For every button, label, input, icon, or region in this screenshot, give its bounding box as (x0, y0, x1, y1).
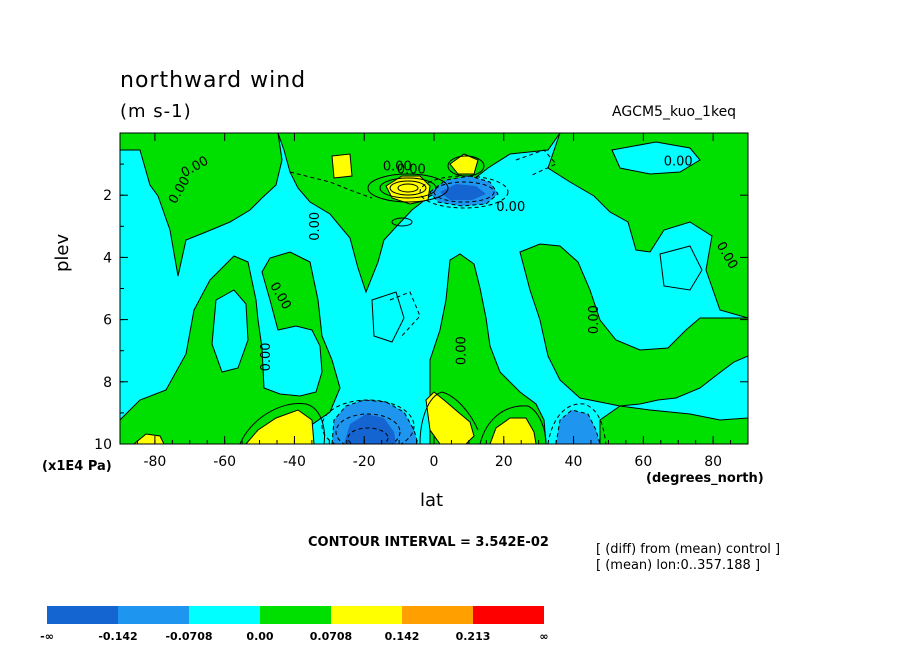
max-positive-south-west-corner (133, 433, 165, 444)
contour-label: 0.00 (454, 336, 469, 365)
max-positive-north (331, 153, 353, 179)
region-positive-nw (120, 133, 283, 277)
colorbar-label: -∞ (40, 630, 54, 643)
contour-lines (239, 149, 607, 444)
max-positive-south-east (489, 417, 537, 444)
contour-ridge-sc (419, 391, 479, 444)
contour-ring-sw-2 (335, 413, 401, 444)
contour-ring-se (547, 403, 607, 444)
contour-label: 0.00 (259, 342, 274, 371)
chart-units: (m s-1) (120, 101, 192, 122)
x-tick-label: -80 (143, 454, 166, 470)
y-tick-label: 2 (103, 188, 112, 204)
contour-dash-north (289, 171, 373, 199)
contour-ring-sw-1 (321, 399, 415, 444)
island-negative-east (659, 245, 703, 291)
x-tick-label: -60 (213, 454, 236, 470)
colorbar-swatch (473, 606, 544, 624)
x-axis: -80 -60 -40 -20 0 20 40 60 80 (119, 133, 749, 470)
contour-ring-small (391, 217, 413, 227)
contour-interval: CONTOUR INTERVAL = 3.542E-02 (308, 535, 549, 550)
colorbar-swatch (331, 606, 402, 624)
contour-field (120, 133, 748, 444)
model-label: AGCM5_kuo_1keq (612, 104, 737, 120)
contour-ring-sw-3 (347, 427, 389, 444)
contour-dash-ne (515, 149, 557, 177)
x-tick-label: -20 (353, 454, 376, 470)
island-negative-west (211, 289, 249, 373)
x-tick-label: 0 (430, 454, 439, 470)
island-negative-north (611, 141, 701, 175)
contour-ring-jet-north (447, 155, 485, 177)
contour-label: 0.00 (664, 155, 693, 170)
x-tick-label: 80 (704, 454, 722, 470)
max-positive-southcenter (425, 391, 475, 444)
colorbar-swatch (118, 606, 189, 624)
x-axis-label: lat (420, 490, 444, 511)
y-axis-multiplier: (x1E4 Pa) (42, 459, 112, 474)
x-tick-label: 20 (495, 454, 513, 470)
y-tick-label: 6 (103, 313, 112, 329)
contour-dash-mid (389, 291, 421, 339)
x-tick-label: 60 (634, 454, 652, 470)
min-negative-southeast (555, 409, 601, 444)
x-tick-label: -40 (283, 454, 306, 470)
contour-label: 0.00 (308, 212, 323, 241)
region-positive-ne (547, 133, 748, 319)
colorbar-swatch (402, 606, 473, 624)
max-positive-jet-north (449, 153, 479, 175)
contour-ring-jet-1 (367, 173, 449, 203)
colorbar-label: -0.142 (98, 630, 137, 643)
y-tick-label: 4 (103, 250, 112, 266)
colorbar-label: 0.00 (246, 630, 273, 643)
island-negative-mid (371, 291, 405, 343)
contour-ring-jet-neg-2 (433, 181, 495, 203)
colorbar: -∞ -0.142 -0.0708 0.00 0.0708 0.142 0.213 ∞ (40, 606, 549, 643)
min-negative-southwest-core (344, 414, 396, 444)
colorbar-label: 0.0708 (310, 630, 352, 643)
contour-ring-jet-3 (389, 180, 427, 196)
contour-label: 0.00 (397, 162, 426, 177)
x-axis-units: (degrees_north) (646, 471, 764, 486)
y-axis: 2 4 6 8 10 (94, 163, 748, 453)
contour-label: 0.00 (496, 200, 525, 215)
colorbar-swatch (189, 606, 260, 624)
colorbar-label: 0.142 (385, 630, 420, 643)
region-positive-east-lobe (519, 243, 748, 407)
colorbar-label: -0.0708 (165, 630, 212, 643)
note-diff: [ (diff) from (mean) control ] (596, 542, 781, 557)
max-positive-southwest (245, 409, 315, 444)
min-negative-jet-core (440, 184, 486, 200)
colorbar-swatch (47, 606, 118, 624)
x-tick-label: 40 (565, 454, 583, 470)
chart-title: northward wind (120, 68, 307, 93)
colorbar-swatch (260, 606, 331, 624)
region-positive-se (599, 405, 748, 444)
contour-label: 0.00 (383, 159, 412, 174)
note-mean: [ (mean) lon:0..357.188 ] (596, 558, 761, 573)
y-tick-label: 8 (103, 375, 112, 391)
contour-label: 0.00 (587, 305, 602, 334)
colorbar-label: ∞ (539, 630, 548, 643)
colorbar-label: 0.213 (456, 630, 491, 643)
contour-ridge-sw (239, 403, 325, 444)
contour-ridge-s (479, 405, 547, 444)
y-tick-label: 10 (94, 437, 112, 453)
contour-ring-jet-4 (397, 183, 419, 193)
